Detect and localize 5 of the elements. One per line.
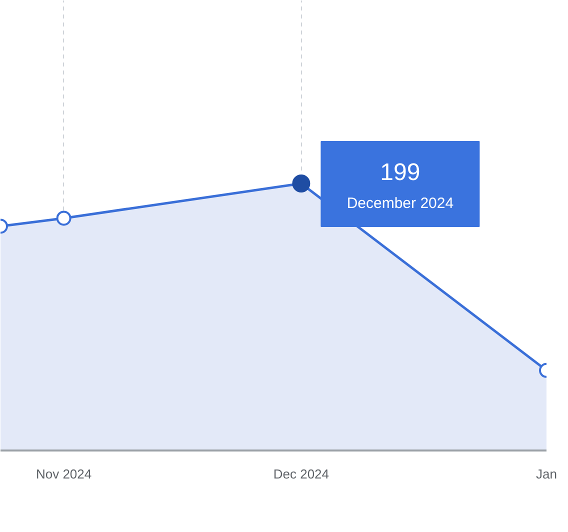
x-tick-label: Dec 2024 — [273, 466, 330, 482]
annotation: December 2024 — [346, 195, 454, 212]
annotation: 199 — [380, 159, 420, 186]
x-tick-label: Jan — [536, 466, 557, 482]
x-tick-label: Nov 2024 — [36, 466, 92, 482]
